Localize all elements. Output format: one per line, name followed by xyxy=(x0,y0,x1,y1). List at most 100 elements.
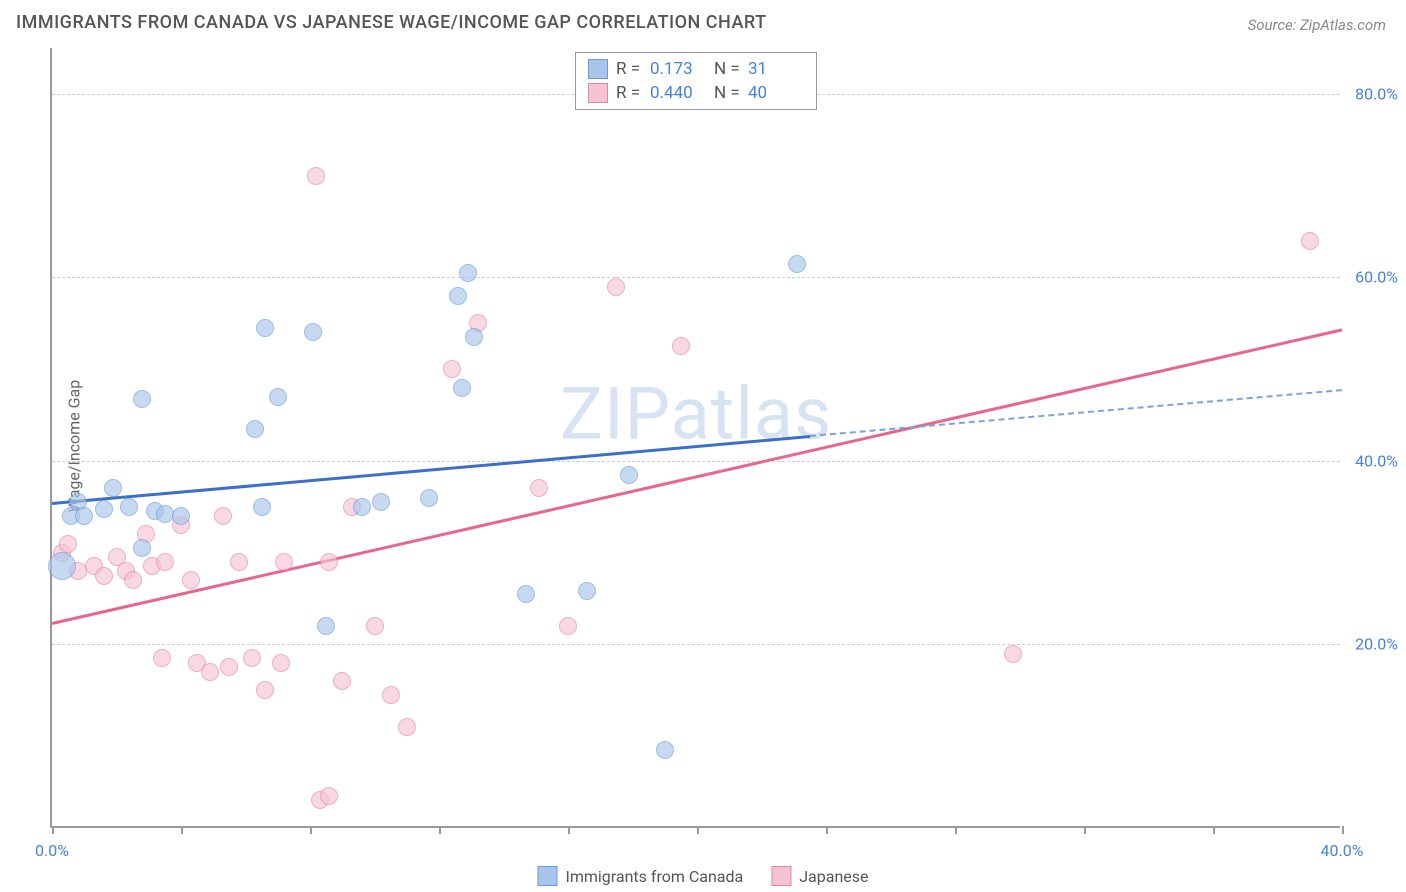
x-tick xyxy=(697,826,699,834)
data-point xyxy=(214,507,232,525)
x-tick xyxy=(181,826,183,834)
legend-swatch xyxy=(771,866,791,886)
data-point xyxy=(120,498,138,516)
trend-line xyxy=(52,328,1343,625)
y-tick-label: 80.0% xyxy=(1355,84,1398,103)
y-tick-label: 40.0% xyxy=(1355,451,1398,470)
data-point xyxy=(656,741,674,759)
data-point xyxy=(153,649,171,667)
legend-n-label: N = xyxy=(714,59,740,79)
chart-title: IMMIGRANTS FROM CANADA VS JAPANESE WAGE/… xyxy=(16,12,767,33)
data-point xyxy=(459,264,477,282)
data-point xyxy=(517,585,535,603)
legend-stats-box: R = 0.173 N = 31 R = 0.440 N = 40 xyxy=(575,52,817,110)
legend-r-value: 0.173 xyxy=(650,59,706,79)
data-point xyxy=(320,553,338,571)
data-point xyxy=(372,493,390,511)
data-point xyxy=(95,500,113,518)
data-point xyxy=(275,553,293,571)
x-tick xyxy=(1342,826,1344,834)
data-point xyxy=(48,552,76,580)
watermark-text: ZIPatlas xyxy=(560,371,832,456)
data-point xyxy=(788,255,806,273)
data-point xyxy=(530,479,548,497)
data-point xyxy=(317,617,335,635)
legend-swatch xyxy=(537,866,557,886)
x-tick xyxy=(310,826,312,834)
legend-stat-row: R = 0.440 N = 40 xyxy=(588,81,804,105)
data-point xyxy=(353,498,371,516)
data-point xyxy=(1301,232,1319,250)
legend-stat-row: R = 0.173 N = 31 xyxy=(588,57,804,81)
data-point xyxy=(182,571,200,589)
data-point xyxy=(443,360,461,378)
data-point xyxy=(156,553,174,571)
data-point xyxy=(672,337,690,355)
data-point xyxy=(253,498,271,516)
x-tick xyxy=(568,826,570,834)
data-point xyxy=(1004,645,1022,663)
legend-n-label: N = xyxy=(714,83,740,103)
data-point xyxy=(59,535,77,553)
data-point xyxy=(382,686,400,704)
data-point xyxy=(398,718,416,736)
x-tick xyxy=(826,826,828,834)
data-point xyxy=(559,617,577,635)
data-point xyxy=(220,658,238,676)
data-point xyxy=(333,672,351,690)
data-point xyxy=(201,663,219,681)
data-point xyxy=(256,319,274,337)
legend-series-item: Japanese xyxy=(771,866,868,886)
data-point xyxy=(304,323,322,341)
data-point xyxy=(256,681,274,699)
gridline xyxy=(52,277,1340,278)
legend-series-item: Immigrants from Canada xyxy=(537,866,743,886)
data-point xyxy=(620,466,638,484)
legend-swatch xyxy=(588,83,608,103)
data-point xyxy=(230,553,248,571)
x-tick xyxy=(439,826,441,834)
legend-n-value: 40 xyxy=(748,83,804,103)
data-point xyxy=(366,617,384,635)
x-tick xyxy=(1084,826,1086,834)
data-point xyxy=(420,489,438,507)
data-point xyxy=(104,479,122,497)
data-point xyxy=(453,379,471,397)
x-tick-label: 0.0% xyxy=(35,841,69,860)
data-point xyxy=(75,507,93,525)
data-point xyxy=(607,278,625,296)
data-point xyxy=(246,420,264,438)
data-point xyxy=(272,654,290,672)
data-point xyxy=(578,582,596,600)
data-point xyxy=(269,388,287,406)
data-point xyxy=(133,539,151,557)
legend-r-label: R = xyxy=(616,83,642,103)
legend-n-value: 31 xyxy=(748,59,804,79)
x-tick-label: 40.0% xyxy=(1321,841,1364,860)
data-point xyxy=(124,571,142,589)
legend-swatch xyxy=(588,59,608,79)
legend-r-label: R = xyxy=(616,59,642,79)
source-attribution: Source: ZipAtlas.com xyxy=(1248,16,1386,34)
data-point xyxy=(133,390,151,408)
gridline xyxy=(52,461,1340,462)
y-tick-label: 20.0% xyxy=(1355,635,1398,654)
x-tick xyxy=(1213,826,1215,834)
data-point xyxy=(172,507,190,525)
y-tick-label: 60.0% xyxy=(1355,268,1398,287)
data-point xyxy=(449,287,467,305)
data-point xyxy=(243,649,261,667)
legend-series: Immigrants from Canada Japanese xyxy=(537,866,868,886)
x-tick xyxy=(955,826,957,834)
legend-r-value: 0.440 xyxy=(650,83,706,103)
data-point xyxy=(320,787,338,805)
legend-series-label: Immigrants from Canada xyxy=(565,867,743,886)
x-tick xyxy=(52,826,54,834)
data-point xyxy=(307,167,325,185)
data-point xyxy=(465,328,483,346)
data-point xyxy=(95,567,113,585)
trend-line xyxy=(810,389,1342,437)
gridline xyxy=(52,644,1340,645)
legend-series-label: Japanese xyxy=(799,867,868,886)
plot-area: ZIPatlas R =0.173N =31R =0.440N =40 20.0… xyxy=(50,48,1340,828)
